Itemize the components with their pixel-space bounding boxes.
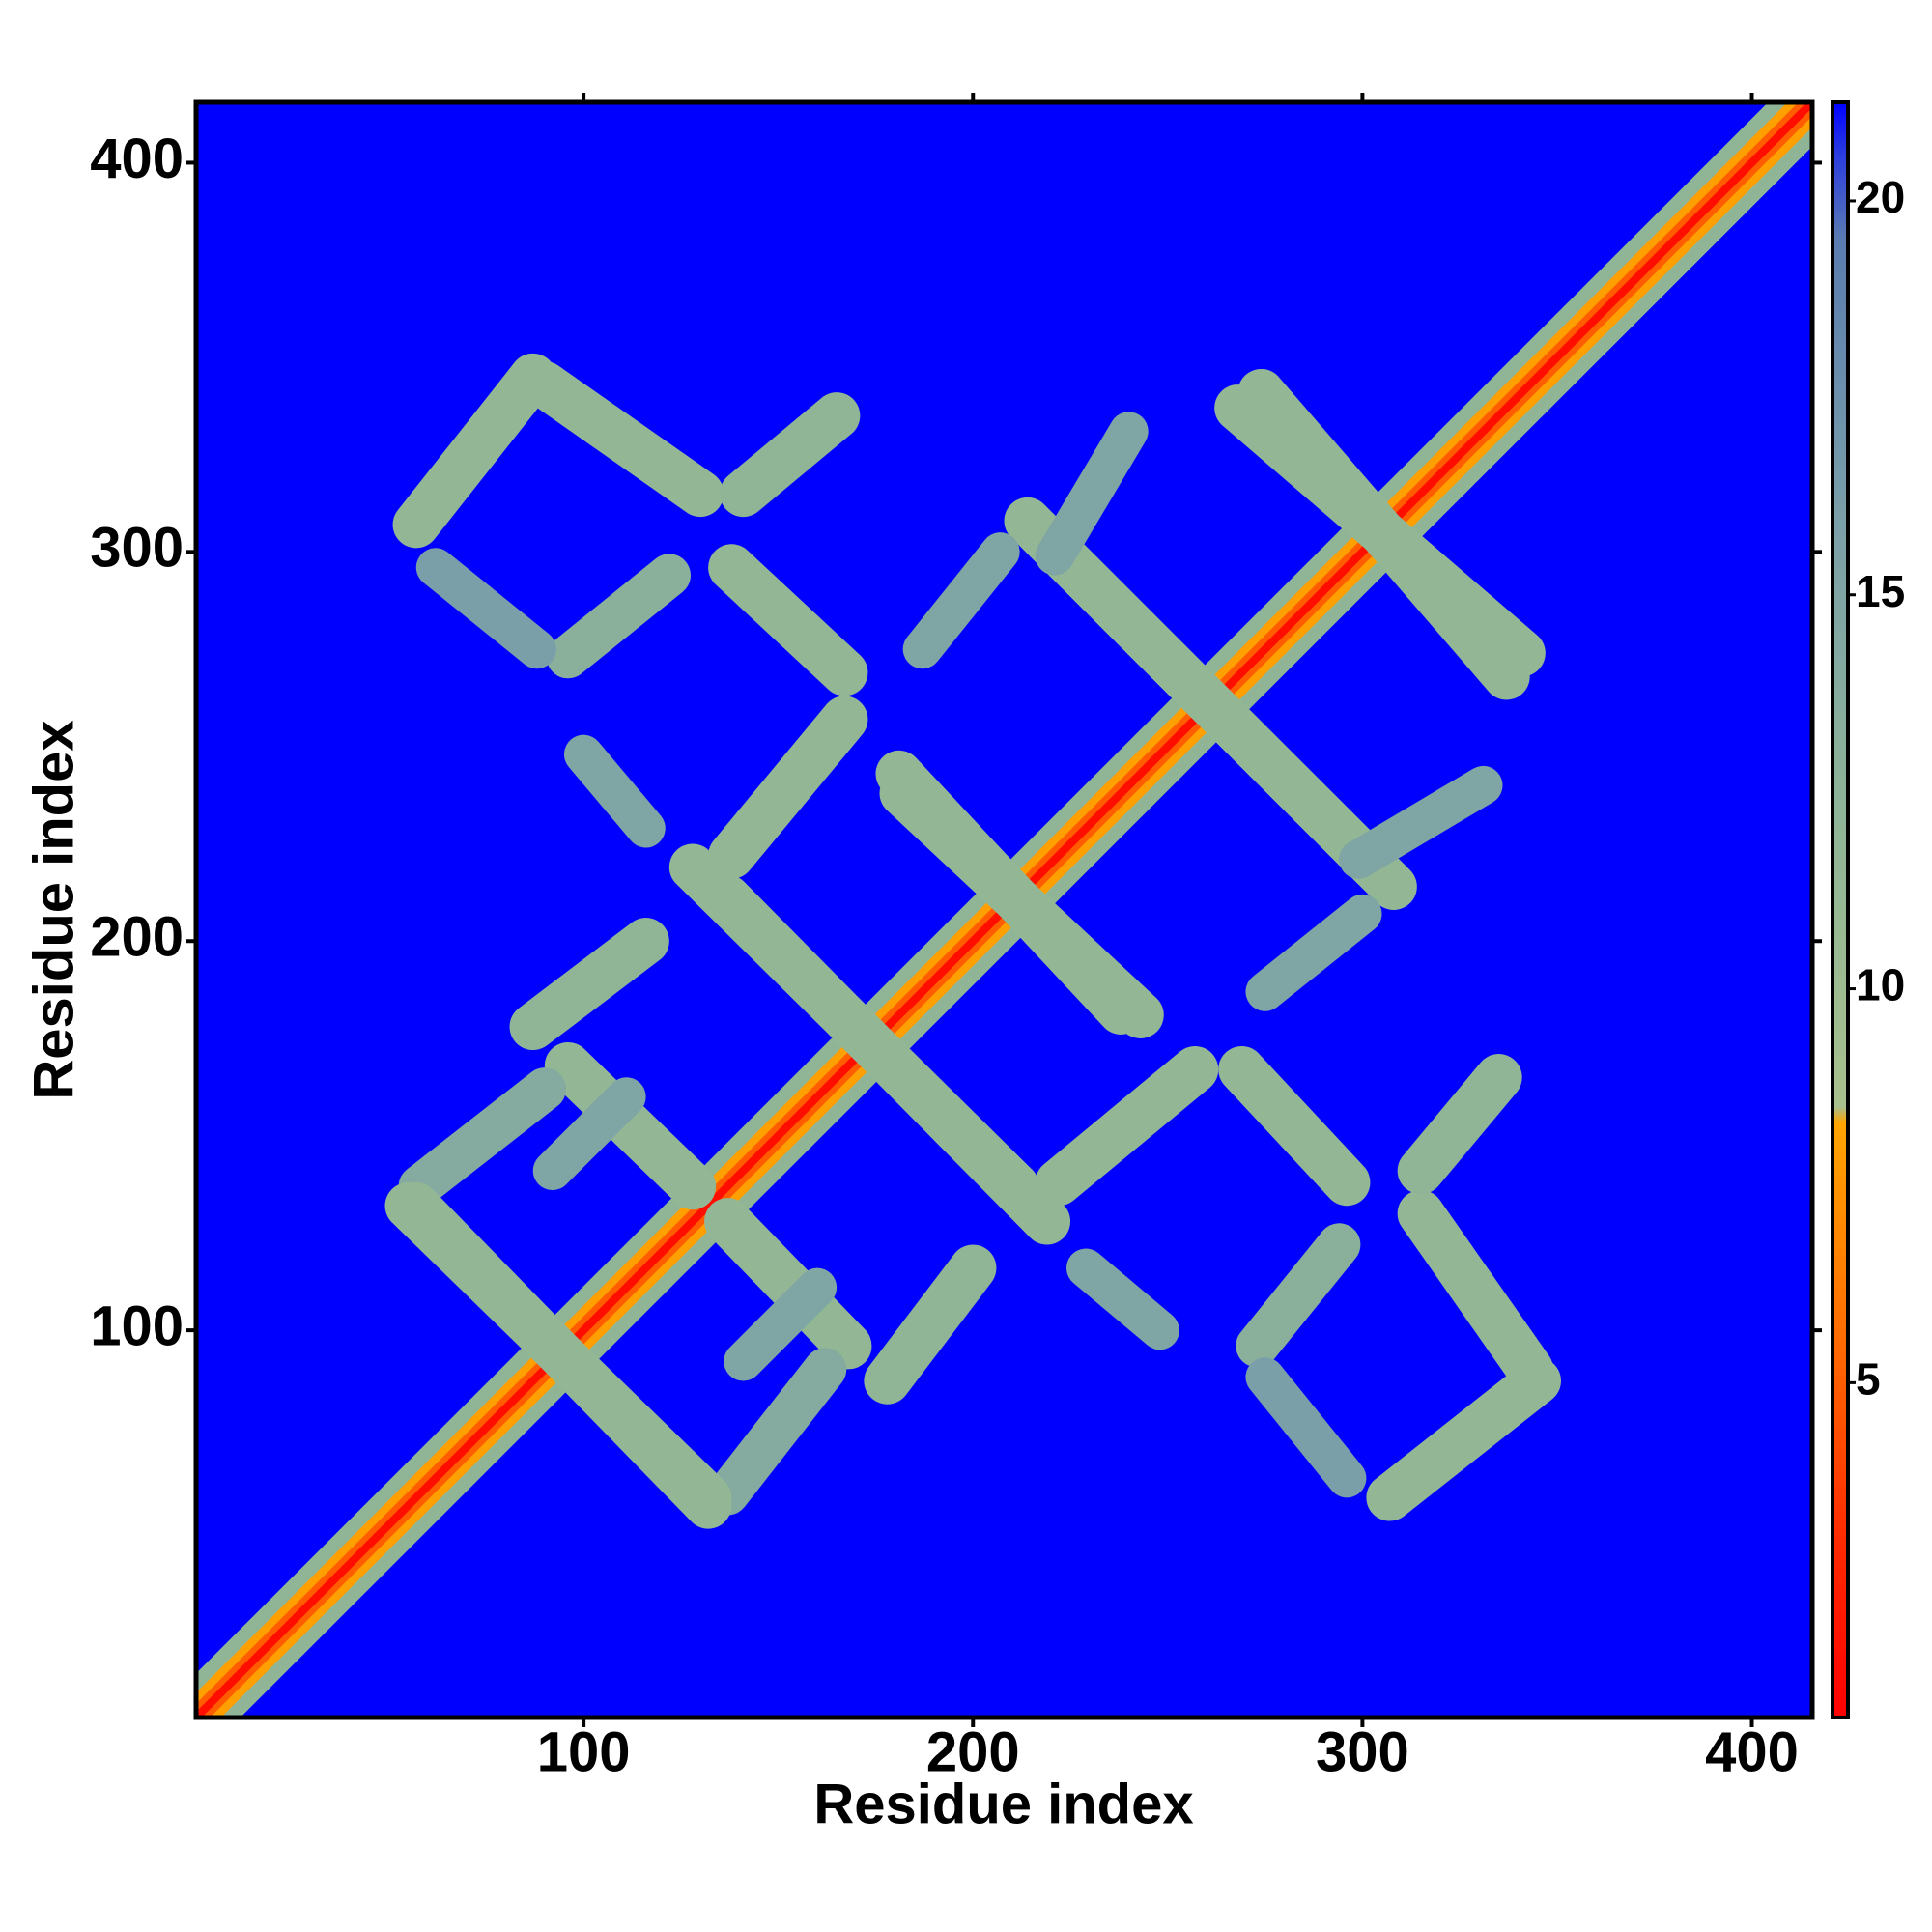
y-axis-title: Residue index bbox=[22, 720, 85, 1099]
contact-band bbox=[532, 1077, 646, 1191]
contact-band bbox=[1035, 412, 1149, 576]
contact-band-mirror bbox=[875, 750, 1145, 1035]
contact-band bbox=[544, 1041, 717, 1210]
colorbar-tick-label: 10 bbox=[1856, 960, 1905, 1010]
colorbar bbox=[1831, 100, 1850, 1719]
colorbar-tick-label: 20 bbox=[1856, 172, 1905, 222]
plot-area bbox=[196, 102, 1812, 1718]
colorbar-tick-label: 15 bbox=[1856, 566, 1905, 616]
contact-band-mirror bbox=[1236, 1223, 1361, 1368]
contact-band bbox=[398, 1067, 566, 1208]
contact-band-mirror bbox=[1339, 765, 1503, 879]
y-tick-label: 200 bbox=[90, 906, 184, 969]
contact-band-mirror bbox=[1237, 368, 1530, 700]
colorbar-tick-label: 5 bbox=[1856, 1354, 1881, 1405]
x-tick-label: 200 bbox=[926, 1720, 1020, 1783]
contact-band-mirror bbox=[704, 1198, 872, 1370]
contact-band-mirror bbox=[706, 1348, 847, 1516]
plot-frame bbox=[193, 99, 1815, 1720]
contact-band-mirror bbox=[1366, 1357, 1561, 1521]
contact-band-mirror bbox=[1245, 1357, 1367, 1498]
contact-band-mirror bbox=[864, 1244, 997, 1405]
x-tick-label: 400 bbox=[1705, 1720, 1799, 1783]
x-tick-label: 300 bbox=[1316, 1720, 1409, 1783]
contact-band bbox=[509, 918, 669, 1051]
contact-band bbox=[563, 734, 666, 848]
contact-band-mirror bbox=[704, 874, 1071, 1245]
contact-band-mirror bbox=[1397, 1190, 1553, 1393]
x-axis-title: Residue index bbox=[813, 1773, 1193, 1835]
contact-band-mirror bbox=[1035, 1045, 1219, 1207]
contact-band-mirror bbox=[1245, 894, 1382, 1011]
contact-band bbox=[902, 532, 1020, 669]
contact-band-mirror bbox=[1397, 1054, 1522, 1195]
y-tick-label: 100 bbox=[90, 1294, 184, 1357]
x-tick-label: 100 bbox=[537, 1720, 631, 1783]
contact-band bbox=[521, 360, 724, 518]
contact-band bbox=[708, 544, 868, 696]
contact-band bbox=[720, 392, 861, 518]
contact-band bbox=[546, 554, 691, 679]
contact-band-mirror bbox=[1066, 1248, 1179, 1350]
contact-band-mirror bbox=[1023, 517, 1417, 911]
y-tick-label: 300 bbox=[90, 517, 184, 580]
contact-band bbox=[392, 353, 556, 549]
contact-band-mirror bbox=[724, 1267, 838, 1381]
y-tick-label: 400 bbox=[90, 128, 184, 190]
contact-band-mirror bbox=[1218, 1045, 1371, 1207]
contact-band bbox=[415, 548, 556, 669]
contact-band-mirror bbox=[392, 1182, 732, 1529]
contact-band bbox=[708, 696, 868, 879]
